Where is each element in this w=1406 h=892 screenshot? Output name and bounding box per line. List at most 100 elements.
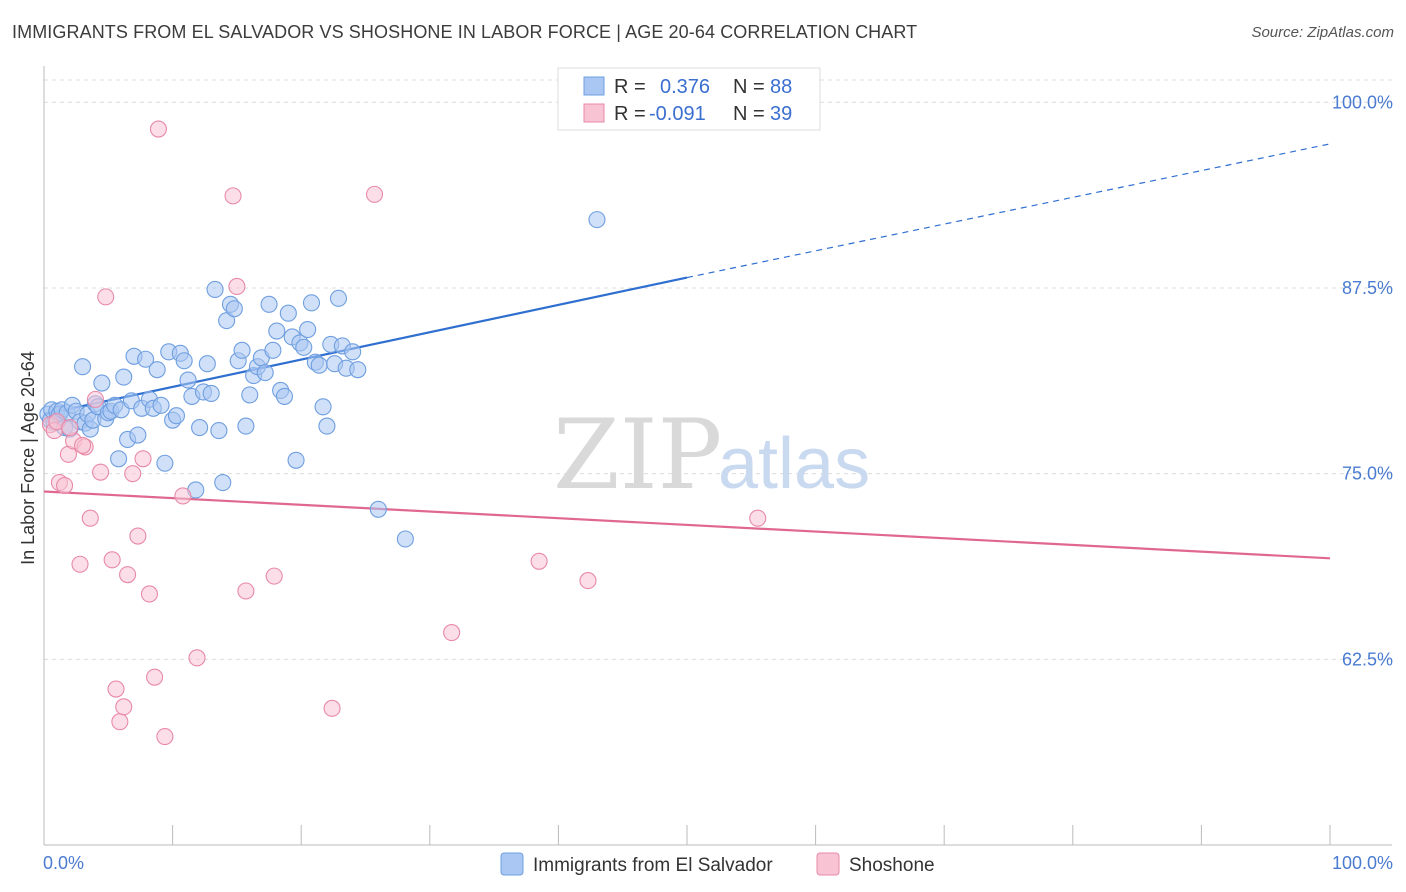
point-shoshone (156, 728, 174, 746)
legend-n-label-1: N = (733, 76, 765, 98)
legend-r-label-2: R = (614, 103, 646, 125)
point-el-salvador (588, 211, 606, 229)
point-shoshone (188, 649, 206, 667)
point-el-salvador (110, 450, 128, 468)
chart-title: IMMIGRANTS FROM EL SALVADOR VS SHOSHONE … (12, 22, 918, 42)
point-shoshone (530, 552, 548, 570)
point-el-salvador (115, 368, 133, 386)
point-el-salvador (256, 364, 274, 382)
point-el-salvador (275, 387, 294, 405)
point-shoshone (111, 713, 129, 731)
point-el-salvador (369, 500, 387, 518)
point-el-salvador (225, 300, 243, 318)
point-shoshone (265, 567, 283, 585)
x-tick-label-max: 100.0% (1332, 853, 1393, 873)
point-el-salvador (329, 289, 348, 307)
point-shoshone (129, 527, 147, 545)
point-shoshone (579, 572, 597, 590)
point-el-salvador (241, 386, 259, 404)
point-shoshone (119, 566, 137, 584)
source-label: Source: ZipAtlas.com (1251, 24, 1394, 41)
grid-lines (44, 79, 1392, 660)
watermark-atlas: atlas (718, 424, 870, 504)
y-tick-label: 62.5% (1342, 649, 1393, 669)
point-el-salvador (299, 321, 317, 339)
legend-n-value-2: 39 (770, 103, 792, 125)
bottom-legend-label-1: Immigrants from El Salvador (533, 855, 773, 876)
point-el-salvador (198, 355, 216, 373)
point-shoshone (146, 668, 164, 686)
point-shoshone (92, 463, 110, 481)
point-el-salvador (344, 343, 362, 361)
trend-line-el-salvador-extension (686, 143, 1331, 279)
point-el-salvador (287, 451, 305, 469)
point-el-salvador (396, 530, 414, 548)
point-shoshone (365, 185, 384, 203)
legend-r-label-1: R = (614, 76, 646, 98)
data-points (39, 120, 767, 746)
point-shoshone (443, 624, 461, 642)
series-legend: Immigrants from El Salvador Shoshone (500, 852, 935, 876)
point-shoshone (81, 509, 99, 527)
trend-line-shoshone (43, 490, 1331, 560)
point-shoshone (103, 551, 121, 569)
point-shoshone (749, 509, 767, 527)
point-shoshone (74, 436, 92, 454)
point-el-salvador (268, 322, 286, 340)
point-shoshone (323, 699, 341, 717)
point-el-salvador (206, 280, 224, 298)
legend-n-value-1: 88 (770, 76, 792, 98)
point-el-salvador (349, 361, 367, 379)
trend-line-el-salvador (43, 276, 688, 416)
point-el-salvador (264, 341, 282, 359)
x-tick-label-min: 0.0% (43, 853, 84, 873)
point-shoshone (97, 288, 115, 306)
bottom-legend-swatch-pink (816, 852, 840, 876)
point-shoshone (237, 582, 255, 600)
x-tick-labels: 0.0% 100.0% (43, 853, 1393, 873)
point-el-salvador (214, 474, 232, 492)
watermark: ZIP atlas (553, 399, 870, 511)
point-el-salvador (191, 419, 209, 437)
point-shoshone (228, 277, 246, 296)
point-el-salvador (156, 454, 174, 472)
point-el-salvador (260, 295, 278, 313)
point-el-salvador (302, 294, 321, 312)
point-el-salvador (237, 417, 255, 435)
point-el-salvador (210, 422, 228, 440)
point-el-salvador (179, 371, 197, 389)
point-shoshone (140, 585, 159, 603)
point-el-salvador (218, 312, 236, 330)
point-shoshone (61, 419, 79, 437)
point-el-salvador (279, 304, 297, 322)
stats-legend: R = 0.376 N = 88 R = -0.091 N = 39 (557, 67, 821, 131)
point-el-salvador (318, 417, 336, 435)
point-shoshone (134, 450, 152, 468)
point-shoshone (71, 555, 89, 573)
point-el-salvador (175, 352, 193, 370)
y-axis-title: In Labor Force | Age 20-64 (18, 351, 38, 565)
point-el-salvador (148, 361, 166, 379)
point-shoshone (224, 187, 242, 205)
point-shoshone (174, 487, 192, 505)
point-el-salvador (202, 384, 220, 402)
point-el-salvador (295, 338, 313, 356)
axes (43, 66, 1392, 846)
point-el-salvador (233, 341, 251, 359)
legend-r-value-1: 0.376 (660, 76, 710, 98)
legend-swatch-pink (583, 103, 605, 123)
y-tick-labels: 62.5% 75.0% 87.5% 100.0% (1332, 92, 1393, 669)
legend-r-value-2: -0.091 (649, 103, 706, 125)
point-el-salvador (310, 356, 328, 374)
legend-n-label-2: N = (733, 103, 765, 125)
bottom-legend-label-2: Shoshone (849, 855, 935, 876)
y-tick-label: 75.0% (1342, 464, 1393, 484)
bottom-legend-swatch-blue (500, 852, 524, 876)
watermark-zip: ZIP (553, 399, 722, 511)
point-shoshone (124, 465, 142, 483)
legend-swatch-blue (583, 76, 605, 96)
point-shoshone (107, 680, 125, 698)
y-tick-label: 100.0% (1332, 92, 1393, 112)
point-el-salvador (152, 396, 170, 414)
